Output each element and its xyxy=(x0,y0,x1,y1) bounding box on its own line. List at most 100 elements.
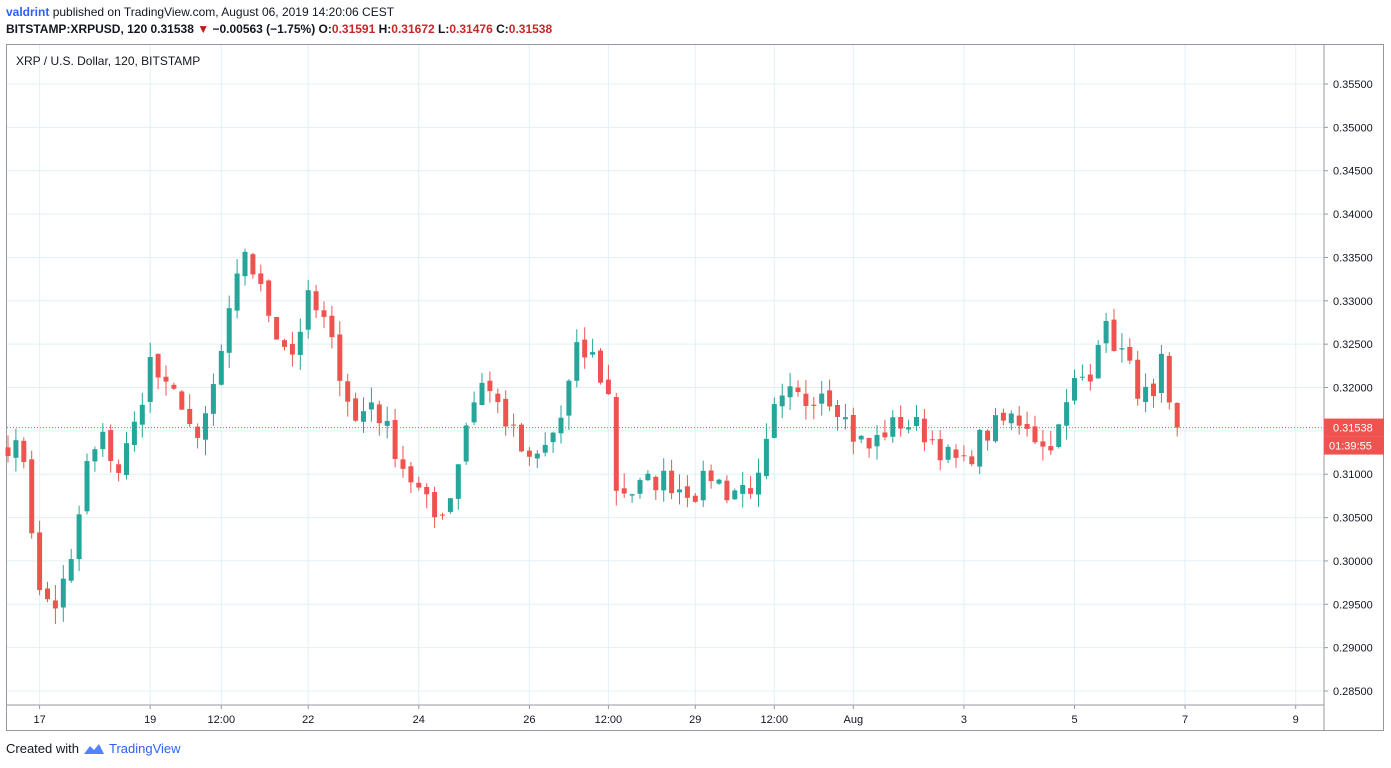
candle-down[interactable] xyxy=(424,483,430,509)
candle-up[interactable] xyxy=(242,248,248,286)
candle-down[interactable] xyxy=(1016,406,1022,435)
candle-down[interactable] xyxy=(898,405,904,437)
candle-down[interactable] xyxy=(5,435,11,463)
candle-up[interactable] xyxy=(471,391,477,426)
candle-down[interactable] xyxy=(108,424,114,473)
candle-down[interactable] xyxy=(613,392,619,506)
candle-up[interactable] xyxy=(914,404,919,431)
candle-up[interactable] xyxy=(92,446,98,472)
candle-down[interactable] xyxy=(440,512,445,520)
candle-down[interactable] xyxy=(985,429,991,451)
candle-down[interactable] xyxy=(289,331,295,367)
candle-down[interactable] xyxy=(392,408,398,468)
candle-up[interactable] xyxy=(661,458,667,502)
candle-up[interactable] xyxy=(234,259,240,319)
candle-down[interactable] xyxy=(155,353,161,390)
candle-down[interactable] xyxy=(416,476,422,491)
candle-up[interactable] xyxy=(716,478,722,485)
candle-down[interactable] xyxy=(1174,402,1180,437)
candle-up[interactable] xyxy=(84,453,90,515)
candle-down[interactable] xyxy=(953,444,959,468)
candle-up[interactable] xyxy=(677,474,682,505)
candle-down[interactable] xyxy=(937,430,943,471)
chart-frame[interactable] xyxy=(6,44,1384,731)
candle-up[interactable] xyxy=(147,342,153,413)
candle-up[interactable] xyxy=(13,428,19,472)
candle-up[interactable] xyxy=(1072,369,1077,405)
candle-up[interactable] xyxy=(637,477,643,499)
candle-up[interactable] xyxy=(68,548,74,583)
candle-up[interactable] xyxy=(124,431,129,480)
candle-up[interactable] xyxy=(945,444,951,464)
candle-down[interactable] xyxy=(582,327,588,369)
candle-up[interactable] xyxy=(447,498,453,514)
candle-down[interactable] xyxy=(1000,408,1006,426)
candle-down[interactable] xyxy=(519,423,524,453)
candle-up[interactable] xyxy=(558,405,564,444)
candle-up[interactable] xyxy=(763,423,769,480)
candle-up[interactable] xyxy=(1158,344,1164,403)
candle-up[interactable] xyxy=(1056,423,1062,449)
candle-down[interactable] xyxy=(866,437,872,458)
candle-down[interactable] xyxy=(187,394,193,428)
candle-down[interactable] xyxy=(29,450,35,539)
candle-down[interactable] xyxy=(195,423,201,449)
candle-down[interactable] xyxy=(495,388,501,414)
candle-down[interactable] xyxy=(321,301,327,329)
candle-up[interactable] xyxy=(977,428,983,474)
candle-down[interactable] xyxy=(250,252,256,279)
candle-down[interactable] xyxy=(748,476,754,499)
candle-down[interactable] xyxy=(21,437,27,469)
candle-down[interactable] xyxy=(621,473,627,498)
candle-down[interactable] xyxy=(171,382,177,390)
candle-down[interactable] xyxy=(487,371,493,403)
candle-down[interactable] xyxy=(37,520,43,596)
candle-up[interactable] xyxy=(787,372,793,410)
candle-up[interactable] xyxy=(771,397,777,439)
candle-up[interactable] xyxy=(76,505,82,572)
candle-down[interactable] xyxy=(1040,429,1046,461)
candle-down[interactable] xyxy=(116,459,122,482)
candle-up[interactable] xyxy=(779,383,785,419)
candle-down[interactable] xyxy=(811,396,817,420)
candle-down[interactable] xyxy=(929,430,935,445)
candle-down[interactable] xyxy=(345,373,351,417)
candle-up[interactable] xyxy=(203,406,208,456)
candle-down[interactable] xyxy=(708,464,714,489)
candle-down[interactable] xyxy=(692,493,698,503)
candle-down[interactable] xyxy=(400,445,406,478)
candle-down[interactable] xyxy=(376,400,382,436)
candle-up[interactable] xyxy=(574,329,580,388)
candle-down[interactable] xyxy=(52,585,58,624)
candle-down[interactable] xyxy=(961,445,967,462)
candle-up[interactable] xyxy=(756,458,761,507)
candle-down[interactable] xyxy=(258,264,264,292)
candle-down[interactable] xyxy=(795,380,801,397)
candle-down[interactable] xyxy=(835,399,840,431)
candle-up[interactable] xyxy=(455,463,461,510)
candle-up[interactable] xyxy=(100,423,106,457)
candle-up[interactable] xyxy=(1143,373,1149,413)
candle-up[interactable] xyxy=(305,279,311,339)
candle-up[interactable] xyxy=(297,318,303,371)
tradingview-brand[interactable]: TradingView xyxy=(108,741,181,756)
candle-up[interactable] xyxy=(1103,312,1109,353)
candle-down[interactable] xyxy=(282,338,287,351)
candle-down[interactable] xyxy=(163,365,169,396)
candle-down[interactable] xyxy=(1111,308,1117,352)
candle-down[interactable] xyxy=(408,461,414,494)
candle-down[interactable] xyxy=(45,581,50,603)
candle-down[interactable] xyxy=(724,475,730,504)
candle-down[interactable] xyxy=(921,409,927,451)
author-name[interactable]: valdrint xyxy=(6,5,50,19)
candle-up[interactable] xyxy=(534,450,540,469)
candle-down[interactable] xyxy=(1048,430,1054,455)
candle-down[interactable] xyxy=(827,379,833,411)
candle-down[interactable] xyxy=(1135,350,1141,406)
candle-up[interactable] xyxy=(858,435,864,444)
candle-down[interactable] xyxy=(850,407,856,455)
candle-up[interactable] xyxy=(550,431,556,453)
candle-up[interactable] xyxy=(1008,410,1014,431)
candle-up[interactable] xyxy=(463,422,469,465)
